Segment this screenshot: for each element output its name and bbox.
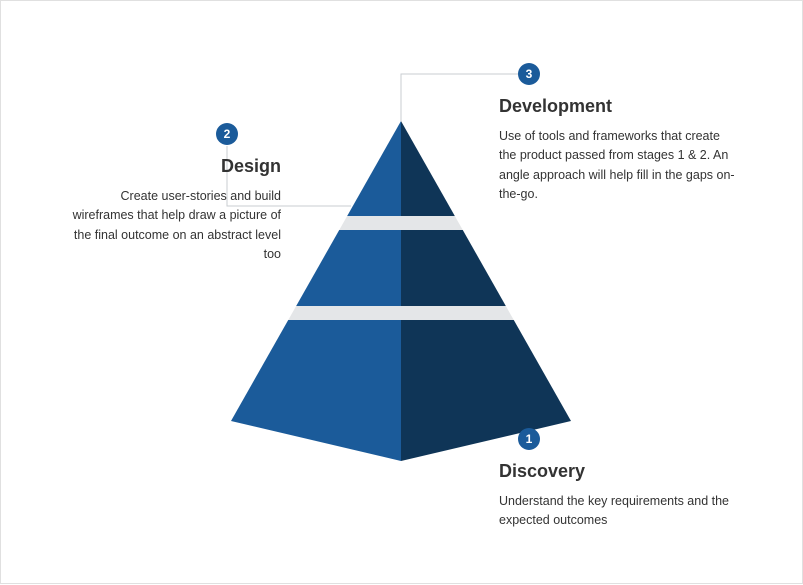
badge-2: 2 <box>216 123 238 145</box>
callout-design: Design Create user-stories and build wir… <box>56 156 281 265</box>
callout-development: Development Use of tools and frameworks … <box>499 96 739 205</box>
callout-discovery: Discovery Understand the key requirement… <box>499 461 729 531</box>
callout-title-design: Design <box>56 156 281 177</box>
callout-desc-development: Use of tools and frameworks that create … <box>499 127 739 205</box>
callout-title-development: Development <box>499 96 739 117</box>
callout-desc-design: Create user-stories and build wireframes… <box>56 187 281 265</box>
infographic-frame: { "type": "infographic", "layout": "pyra… <box>0 0 803 584</box>
badge-1: 1 <box>518 428 540 450</box>
badge-3: 3 <box>518 63 540 85</box>
callout-desc-discovery: Understand the key requirements and the … <box>499 492 729 531</box>
callout-title-discovery: Discovery <box>499 461 729 482</box>
